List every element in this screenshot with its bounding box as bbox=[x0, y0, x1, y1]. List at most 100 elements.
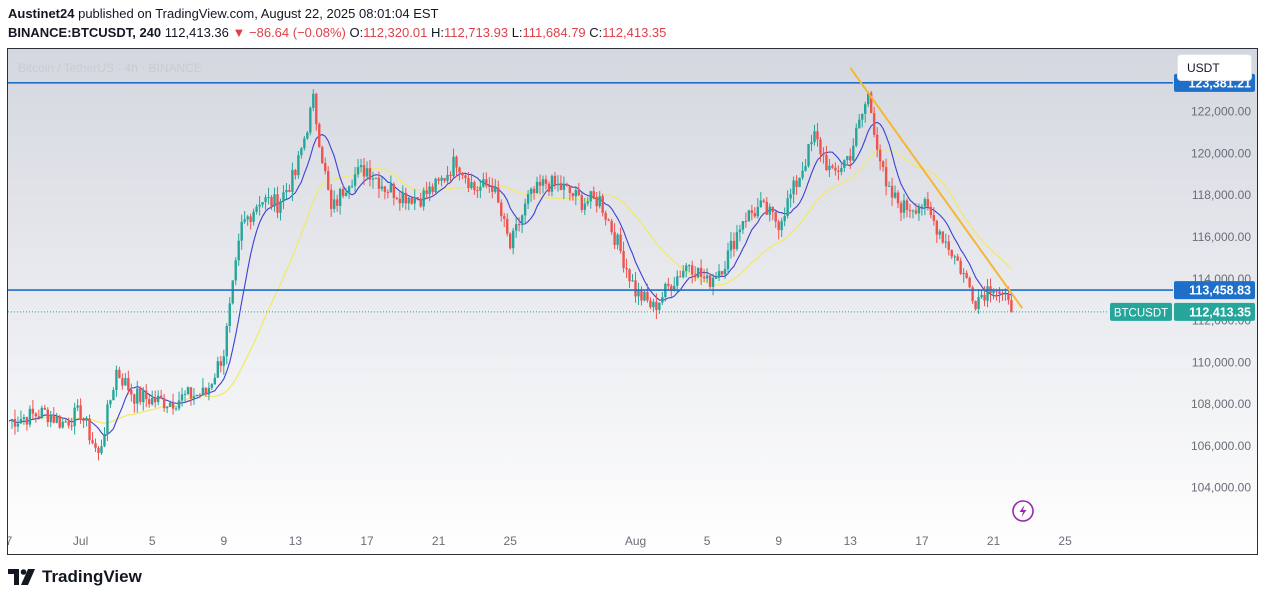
level-price-label: 113,458.83 bbox=[1189, 284, 1251, 298]
tradingview-logo-icon bbox=[8, 569, 35, 585]
candle-body bbox=[306, 132, 309, 139]
currency-button[interactable]: USDT bbox=[1177, 54, 1252, 81]
candle-body bbox=[279, 201, 282, 213]
candle-body bbox=[980, 294, 983, 298]
candle-body bbox=[10, 418, 14, 422]
candle-body bbox=[168, 402, 172, 407]
candle-body bbox=[195, 394, 199, 397]
candle-body bbox=[935, 220, 939, 235]
candle-body bbox=[482, 179, 485, 187]
low-label: L: bbox=[511, 25, 523, 40]
candle-body bbox=[571, 193, 575, 197]
candle-body bbox=[207, 387, 211, 395]
x-tick-label: 21 bbox=[987, 534, 1001, 548]
candle-body bbox=[768, 206, 771, 215]
candle-body bbox=[97, 448, 100, 454]
candle-body bbox=[822, 154, 825, 156]
candle-body bbox=[249, 216, 252, 222]
level-price-badge bbox=[1174, 281, 1255, 300]
candle-body bbox=[801, 170, 804, 178]
candle-body bbox=[28, 408, 32, 425]
candle-body bbox=[180, 394, 184, 401]
lightning-icon[interactable] bbox=[1012, 500, 1034, 522]
candle-body bbox=[121, 378, 124, 386]
candle-body bbox=[878, 149, 882, 162]
candle-body bbox=[186, 387, 190, 395]
candle-body bbox=[234, 260, 237, 281]
candle-body bbox=[992, 290, 995, 294]
candle-body bbox=[798, 177, 801, 187]
candle-body bbox=[165, 406, 169, 409]
candle-body bbox=[631, 280, 634, 282]
candle-body bbox=[246, 216, 249, 220]
candle-body bbox=[867, 92, 870, 105]
candle-body bbox=[312, 93, 315, 108]
candle-body bbox=[243, 219, 246, 222]
current-price-label: 112,413.35 bbox=[1189, 305, 1251, 319]
candles bbox=[10, 89, 1013, 461]
candle-body bbox=[70, 425, 73, 427]
y-tick-label: 122,000.00 bbox=[1191, 105, 1251, 119]
candle-body bbox=[49, 415, 52, 423]
candle-body bbox=[347, 186, 351, 193]
publish-header: Austinet24 published on TradingView.com,… bbox=[8, 6, 439, 21]
candle-body bbox=[514, 224, 518, 231]
candle-body bbox=[872, 113, 876, 135]
candle-body bbox=[735, 232, 739, 249]
candle-body bbox=[85, 418, 88, 421]
x-tick-label: 13 bbox=[844, 534, 858, 548]
author-name[interactable]: Austinet24 bbox=[8, 6, 75, 21]
down-arrow-icon: ▼ bbox=[232, 25, 246, 40]
candle-body bbox=[94, 443, 97, 449]
candle-body bbox=[362, 165, 366, 177]
candle-body bbox=[1010, 300, 1013, 312]
y-tick-label: 116,000.00 bbox=[1192, 230, 1251, 244]
candle-body bbox=[699, 267, 703, 277]
candle-body bbox=[649, 300, 652, 308]
candle-body bbox=[941, 231, 944, 243]
candle-body bbox=[535, 181, 539, 193]
candle-body bbox=[705, 275, 709, 279]
candle-body bbox=[151, 397, 154, 405]
candle-body bbox=[693, 274, 697, 278]
candle-body bbox=[726, 250, 730, 270]
candle-body bbox=[416, 197, 419, 199]
candle-body bbox=[950, 249, 953, 257]
candle-body bbox=[13, 418, 17, 427]
ma-slow-line bbox=[8, 148, 1012, 424]
candle-body bbox=[285, 190, 288, 193]
candle-body bbox=[658, 302, 661, 310]
candle-body bbox=[473, 182, 476, 191]
open-label: O: bbox=[349, 25, 364, 40]
candle-body bbox=[40, 407, 44, 418]
candle-body bbox=[855, 127, 858, 146]
candle-body bbox=[428, 186, 431, 195]
chart-svg[interactable]: 104,000.00 106,000.00 108,000.00 110,000.00… bbox=[8, 49, 1257, 554]
candle-body bbox=[389, 184, 393, 193]
candle-body bbox=[887, 185, 891, 187]
candle-body bbox=[562, 184, 566, 190]
symbol-badge-label: BTCUSDT bbox=[1114, 307, 1168, 319]
y-tick-label: 104,000.00 bbox=[1191, 481, 1251, 495]
tradingview-logo[interactable]: TradingView bbox=[8, 567, 142, 587]
candle-body bbox=[846, 156, 849, 161]
candle-body bbox=[580, 195, 583, 210]
candle-body bbox=[547, 183, 551, 192]
candle-body bbox=[201, 387, 205, 396]
candle-body bbox=[944, 241, 947, 243]
candle-body bbox=[476, 190, 479, 192]
candle-body bbox=[601, 196, 604, 213]
candle-body bbox=[622, 251, 625, 269]
candle-body bbox=[404, 192, 407, 204]
candle-body bbox=[16, 423, 20, 427]
candle-body bbox=[813, 131, 816, 143]
candle-body bbox=[777, 221, 780, 231]
candle-body bbox=[371, 178, 375, 180]
candle-body bbox=[509, 233, 512, 249]
candle-body bbox=[792, 180, 795, 195]
candle-body bbox=[142, 390, 145, 403]
chart-area[interactable]: 104,000.00 106,000.00 108,000.00 110,000.00… bbox=[7, 48, 1258, 555]
candle-body bbox=[115, 369, 118, 390]
candle-body bbox=[461, 172, 464, 176]
